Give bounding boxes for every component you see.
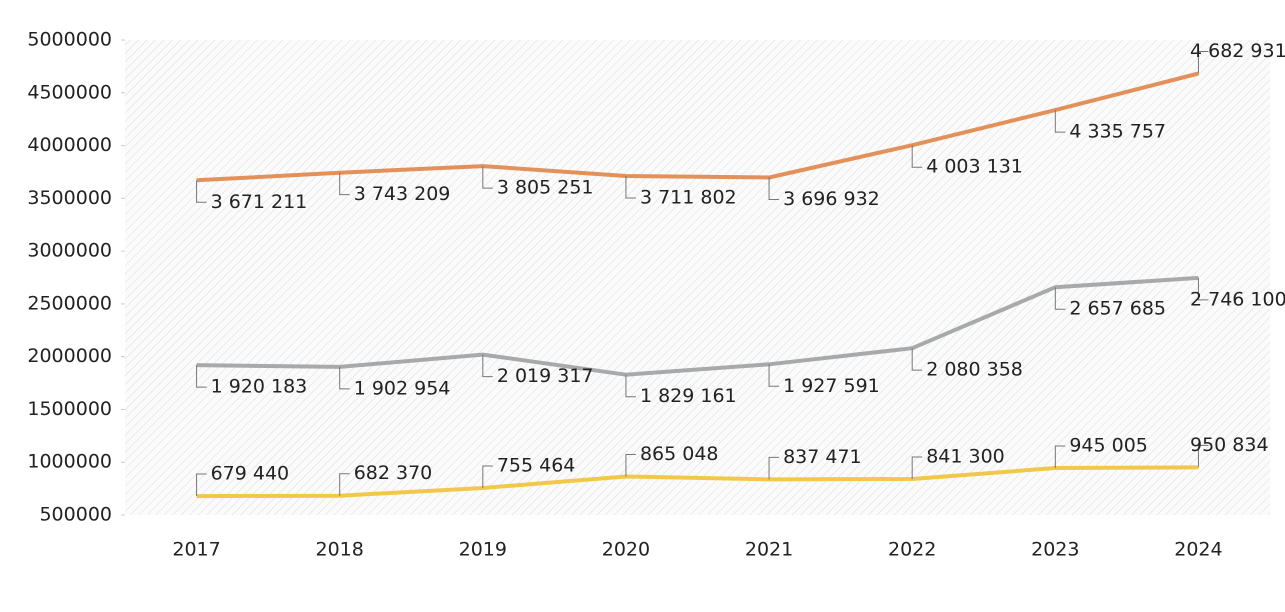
data-label: 755 464 [497, 455, 576, 477]
x-tick-label: 2018 [316, 539, 364, 561]
data-label: 1 902 954 [354, 377, 451, 399]
data-label: 4 335 757 [1069, 121, 1166, 143]
y-tick-label: 4000000 [27, 134, 112, 156]
series-line [196, 275, 1199, 377]
data-label: 3 696 932 [783, 188, 880, 210]
data-label: 950 834 [1190, 434, 1269, 456]
leader-line [339, 172, 350, 196]
x-tick-label: 2023 [1031, 539, 1079, 561]
leader-line [911, 456, 923, 479]
leader-line [911, 145, 923, 168]
data-label: 945 005 [1069, 435, 1148, 457]
leader-line [625, 374, 636, 398]
y-tick-label: 3000000 [27, 240, 112, 262]
plot-area [125, 40, 1270, 515]
data-label: 682 370 [354, 462, 433, 484]
y-tick-label: 2500000 [27, 292, 112, 314]
data-label: 4 682 931 [1190, 40, 1285, 62]
data-label: 1 829 161 [640, 385, 737, 407]
data-label: 2 746 100 [1190, 288, 1285, 310]
data-label: 837 471 [783, 446, 862, 468]
leader-line [768, 177, 780, 201]
data-label: 841 300 [926, 445, 1005, 467]
data-label: 679 440 [211, 463, 290, 485]
series-line [196, 465, 1199, 499]
leader-line [625, 175, 636, 199]
leader-line [339, 366, 350, 390]
x-tick-label: 2024 [1174, 539, 1222, 561]
leader-line [768, 456, 780, 480]
x-tick-label: 2019 [459, 539, 507, 561]
x-tick-label: 2022 [888, 539, 936, 561]
x-tick-label: 2020 [602, 539, 650, 561]
y-tick-label: 4500000 [27, 81, 112, 103]
leader-line [1054, 110, 1066, 133]
leader-line [1054, 445, 1066, 469]
data-label: 865 048 [640, 443, 719, 465]
leader-line [196, 365, 207, 388]
y-tick-label: 3500000 [27, 187, 112, 209]
data-label: 2 657 685 [1069, 298, 1166, 320]
x-tick-label: 2017 [172, 539, 220, 561]
data-label: 1 920 183 [211, 376, 308, 398]
x-tick-label: 2021 [745, 539, 793, 561]
data-label: 3 711 802 [640, 186, 737, 208]
series-line [196, 71, 1199, 183]
leader-line [482, 166, 493, 189]
leader-line [1197, 444, 1209, 468]
y-tick-label: 5000000 [27, 29, 112, 51]
leader-line [196, 180, 207, 203]
data-label: 3 805 251 [497, 177, 594, 199]
leader-line [1054, 287, 1066, 310]
leader-line [196, 473, 207, 497]
data-label: 3 743 209 [354, 183, 451, 205]
leader-line [1197, 50, 1209, 74]
data-label: 2 080 358 [926, 359, 1023, 381]
y-tick-label: 1000000 [27, 451, 112, 473]
data-label: 3 671 211 [211, 191, 308, 213]
data-label: 4 003 131 [926, 156, 1023, 178]
leader-line [911, 348, 923, 371]
leader-line [482, 354, 493, 378]
y-tick-label: 1500000 [27, 398, 112, 420]
leader-line [1197, 277, 1209, 301]
data-label: 1 927 591 [783, 375, 880, 397]
leader-line [482, 465, 493, 489]
leader-line [339, 473, 350, 496]
leader-line [768, 364, 780, 387]
y-tick-label: 2000000 [27, 345, 112, 367]
data-label: 2 019 317 [497, 365, 594, 387]
y-tick-label: 500000 [39, 504, 112, 526]
leader-line [625, 453, 636, 477]
